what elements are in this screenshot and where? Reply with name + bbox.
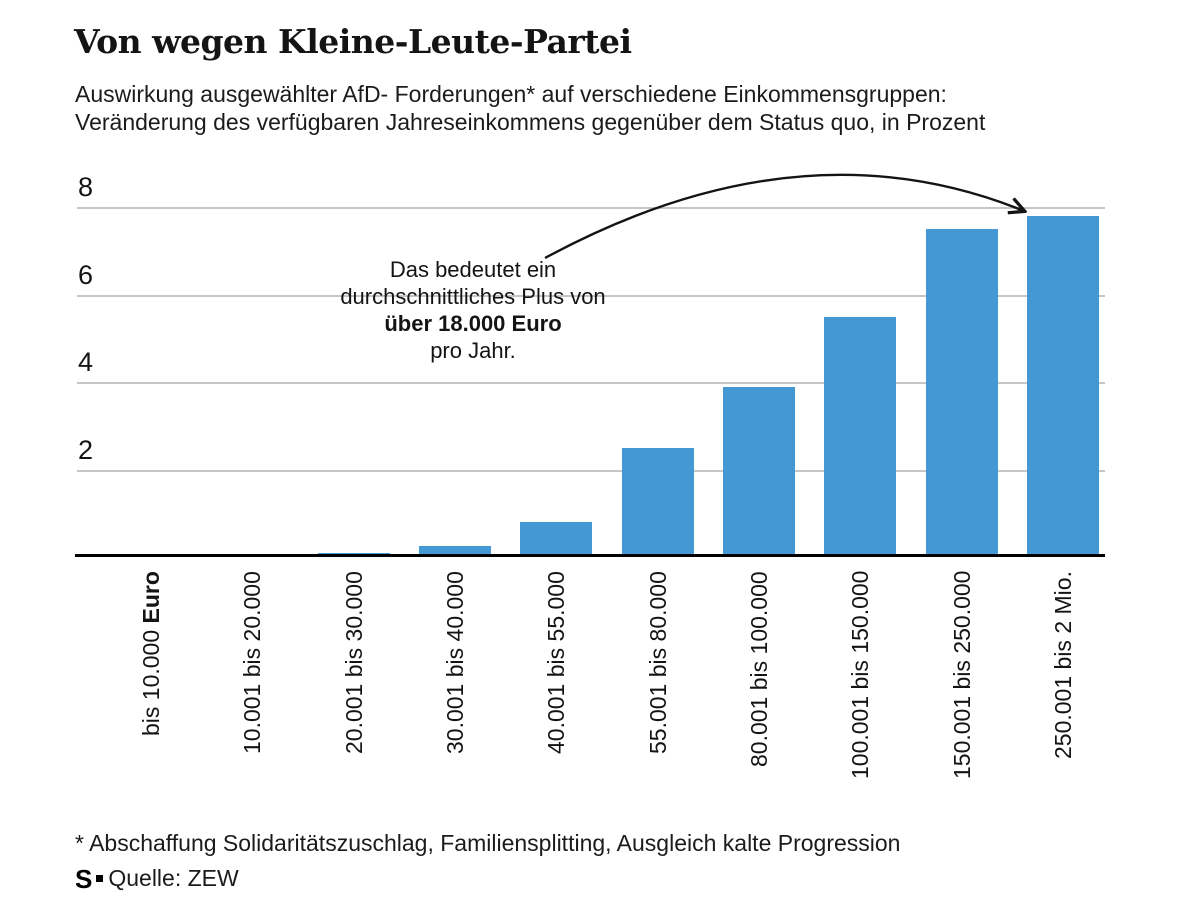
source-line: S Quelle: ZEW bbox=[75, 865, 239, 892]
category-label: 100.001 bis 150.000 bbox=[847, 571, 874, 780]
x-axis-category-labels: bis 10.000 Euro 10.001 bis 20.000 20.001 b… bbox=[75, 571, 1105, 811]
subtitle-line-1: Auswirkung ausgewählter AfD- Forderungen… bbox=[75, 81, 947, 107]
y-tick-label: 6 bbox=[78, 259, 94, 290]
category-label: 150.001 bis 250.000 bbox=[948, 571, 975, 780]
annotation-line-3: über 18.000 Euro bbox=[384, 311, 562, 336]
category-label: 30.001 bis 40.000 bbox=[441, 571, 468, 754]
page-title: Von wegen Kleine-Leute-Partei bbox=[74, 22, 632, 61]
footnote: * Abschaffung Solidaritätszuschlag, Fami… bbox=[75, 830, 901, 856]
annotation-line-1: Das bedeutet ein bbox=[389, 257, 557, 282]
gridline bbox=[77, 382, 1105, 385]
source-text: Quelle: ZEW bbox=[108, 865, 239, 891]
subtitle-line-2: Veränderung des verfügbaren Jahreseinkom… bbox=[75, 109, 986, 135]
gridline bbox=[77, 294, 1105, 297]
chart-annotation: Das bedeutet ein durchschnittliches Plus… bbox=[293, 256, 653, 364]
logo-square-icon bbox=[96, 875, 104, 882]
category-label: 20.001 bis 30.000 bbox=[340, 571, 367, 754]
category-label: 10.001 bis 20.000 bbox=[239, 571, 266, 754]
category-label: 250.001 bis 2 Mio. bbox=[1049, 571, 1076, 759]
plot-area: 2 4 6 8 bbox=[75, 160, 1105, 557]
y-tick-label: 4 bbox=[78, 347, 94, 378]
chart-subtitle: Auswirkung ausgewählter AfD- Forderungen… bbox=[75, 80, 985, 136]
spiegel-logo-icon: S bbox=[75, 863, 93, 894]
category-label: 40.001 bis 55.000 bbox=[543, 571, 570, 754]
bar bbox=[621, 447, 694, 557]
category-label: bis 10.000 Euro bbox=[138, 571, 164, 736]
gridline bbox=[77, 207, 1105, 210]
bar bbox=[1026, 216, 1099, 557]
gridline bbox=[77, 469, 1105, 472]
bar bbox=[520, 522, 593, 557]
category-label: 55.001 bis 80.000 bbox=[644, 571, 671, 754]
category-label: 80.001 bis 100.000 bbox=[745, 571, 772, 767]
bar bbox=[925, 229, 998, 557]
x-axis-baseline bbox=[75, 554, 1105, 557]
annotation-line-2: durchschnittliches Plus von bbox=[340, 284, 606, 309]
bar bbox=[824, 316, 897, 557]
y-tick-label: 8 bbox=[78, 172, 94, 203]
y-tick-label: 2 bbox=[78, 434, 94, 465]
bar bbox=[418, 546, 491, 557]
bar bbox=[722, 386, 795, 557]
annotation-line-4: pro Jahr. bbox=[430, 338, 516, 363]
